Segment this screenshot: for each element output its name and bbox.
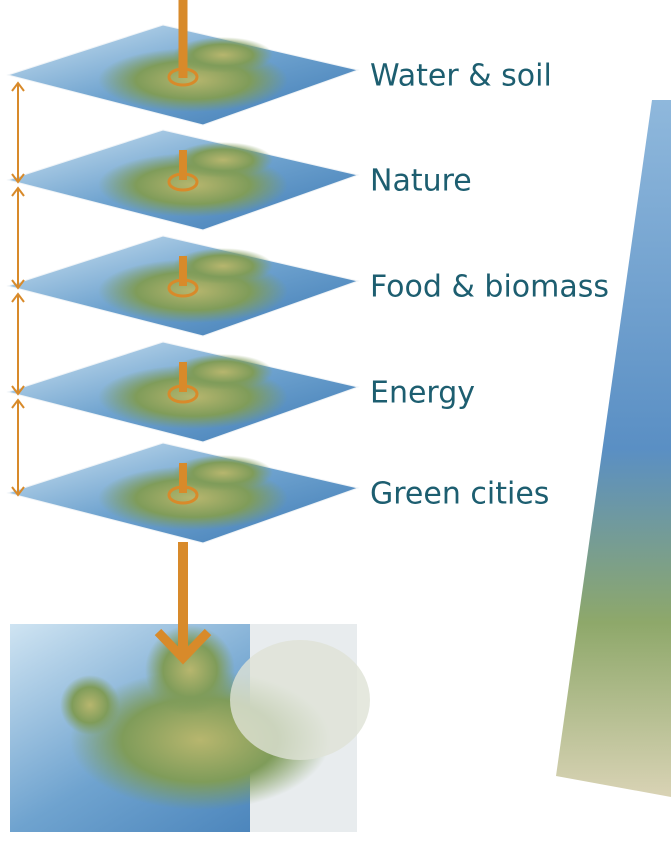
layer-diagram: Green cities Energy Food & biomass Nature Wa… — [0, 0, 671, 857]
layer-land — [173, 354, 273, 390]
map-layer — [8, 443, 358, 543]
layer-land — [173, 142, 273, 178]
map-layer — [8, 130, 358, 230]
layer-label: Food & biomass — [370, 270, 609, 305]
layer-land — [173, 455, 273, 491]
merge-arrow — [158, 542, 208, 658]
map-layer — [8, 236, 358, 336]
layer-label: Energy — [370, 376, 475, 411]
layers — [8, 25, 358, 543]
layer-label: Nature — [370, 164, 472, 199]
layer-label: Water & soil — [370, 59, 552, 94]
map-layer — [8, 342, 358, 442]
layer-label: Green cities — [370, 477, 549, 512]
layer-land — [173, 248, 273, 284]
layer-land — [173, 37, 273, 73]
tilted-map — [556, 100, 671, 797]
